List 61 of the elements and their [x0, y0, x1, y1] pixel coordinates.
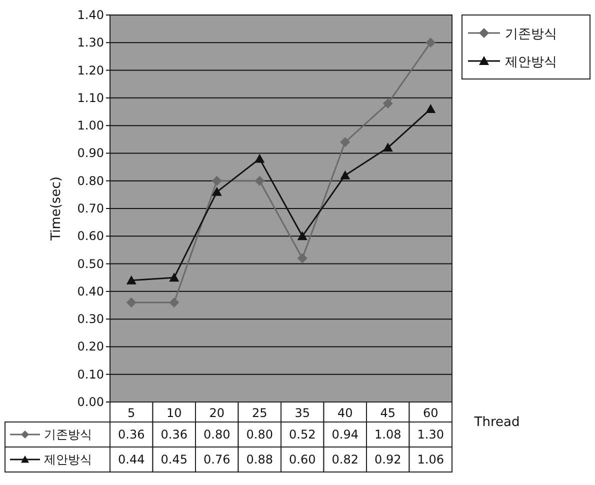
x-tick-label: 35 [294, 406, 310, 420]
point [126, 297, 136, 308]
point [254, 176, 265, 186]
x-tick-label: 40 [337, 406, 353, 420]
point [297, 253, 308, 264]
y-tick-label: 1.10 [77, 90, 104, 105]
x-tick-label: 10 [166, 406, 182, 420]
point [340, 137, 350, 148]
point [126, 275, 136, 284]
x-tick-label: 5 [128, 406, 136, 420]
y-tick-label: 0.70 [77, 202, 104, 216]
point [169, 297, 180, 308]
data-label: 0.94 [332, 428, 358, 442]
x-tick-label: 25 [252, 406, 268, 420]
point [297, 231, 308, 240]
data-label: 1.06 [417, 452, 444, 466]
data-label: 0.80 [204, 428, 230, 442]
y-tick-label: 1.30 [77, 36, 104, 50]
y-tick-label: 0.50 [77, 256, 104, 271]
y-tick-label: 1.00 [77, 118, 104, 133]
y-tick-label: 0.30 [77, 312, 104, 326]
y-tick-label: 0.00 [77, 395, 104, 409]
y-tick-label: 0.40 [77, 284, 104, 298]
y-tick-label: 0.20 [77, 340, 104, 354]
data-label: 0.36 [160, 428, 188, 442]
data-label: 0.88 [246, 452, 273, 466]
y-tick-label: 0.80 [77, 174, 104, 188]
point [254, 154, 265, 163]
point [212, 176, 222, 186]
data-label: 0.45 [160, 452, 188, 466]
point [169, 272, 180, 282]
x-tick-label: 60 [422, 406, 438, 420]
data-label: 0.44 [118, 452, 145, 466]
data-label: 0.60 [289, 452, 316, 466]
point [426, 38, 436, 48]
legend-label: 제안방식 [505, 55, 557, 70]
data-label: 0.36 [118, 428, 145, 442]
point [382, 142, 393, 152]
y-tick-label: 0.10 [77, 367, 104, 382]
data-label: 0.76 [204, 452, 230, 466]
text: 기존방식 [44, 428, 92, 442]
point [382, 98, 393, 108]
data-label: 1.08 [374, 428, 402, 442]
legend-label: 기존방식 [505, 27, 557, 42]
y-tick-label: 1.20 [77, 63, 104, 78]
point [212, 186, 222, 196]
data-label: 0.52 [289, 428, 316, 442]
y-axis-title: Time(sec) [49, 176, 64, 242]
data-label: 0.82 [332, 452, 358, 466]
point [340, 170, 350, 180]
y-tick-label: 0.90 [77, 146, 104, 160]
text: 제안방식 [44, 452, 92, 466]
y-tick-label: 1.40 [77, 8, 104, 22]
data-label: 1.30 [417, 428, 444, 442]
data-label: 0.80 [246, 428, 273, 442]
x-axis-title: Thread [473, 415, 520, 430]
point [426, 104, 436, 113]
y-tick-label: 0.60 [77, 229, 104, 244]
x-tick-label: 20 [209, 406, 225, 420]
data-label: 0.92 [374, 452, 402, 466]
x-tick-label: 45 [380, 406, 396, 420]
